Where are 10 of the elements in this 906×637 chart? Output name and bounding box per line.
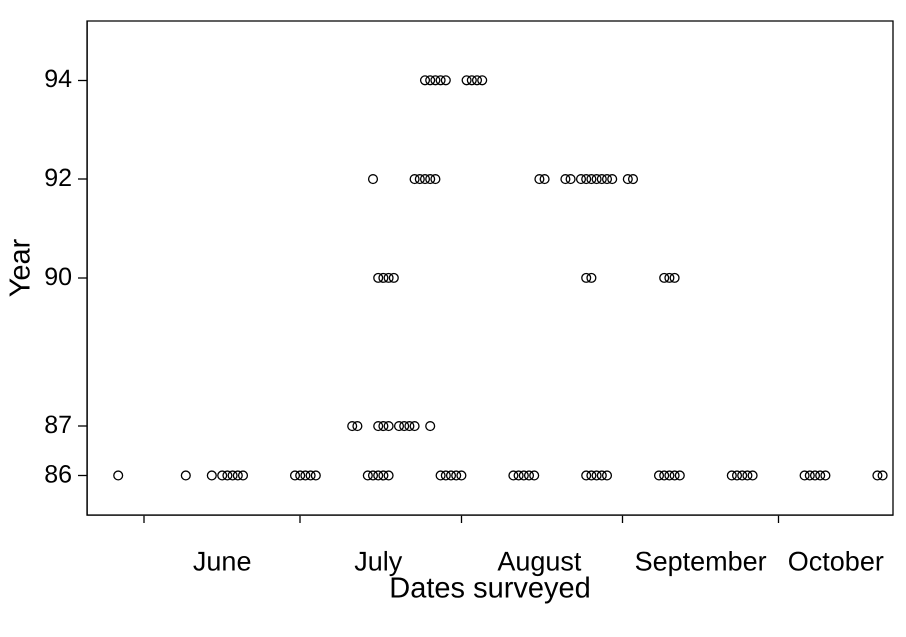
y-tick-label: 92 — [44, 164, 72, 192]
x-tick-label: September — [634, 546, 767, 577]
x-tick-label: August — [497, 546, 582, 577]
y-tick-label: 94 — [44, 65, 72, 94]
y-tick-label: 90 — [44, 262, 72, 291]
y-tick-label: 86 — [44, 460, 72, 488]
x-tick-label: October — [788, 546, 884, 577]
y-tick-label: 87 — [44, 410, 72, 439]
x-tick-label: June — [192, 546, 252, 577]
y-axis-title: Year — [4, 238, 36, 298]
